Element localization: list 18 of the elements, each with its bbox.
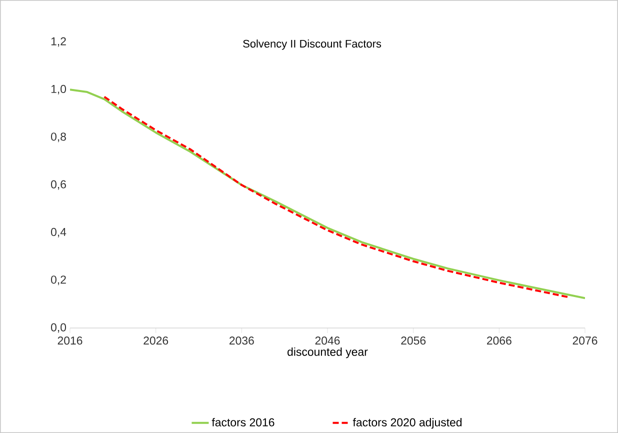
x-tick-label: 2076 [572, 336, 598, 345]
x-tick-label: 2066 [487, 336, 512, 345]
x-tick-label: 2026 [144, 336, 168, 345]
y-tick-label: 0,2 [51, 276, 66, 286]
y-tick-label: 0,0 [51, 323, 66, 333]
x-tick-label: 2046 [315, 336, 340, 345]
x-axis-title: discounted year [288, 347, 368, 358]
y-tick-label: 1,0 [51, 84, 66, 94]
legend-label: factors 2020 adjusted [352, 418, 462, 429]
chart-title: Solvency II Discount Factors [243, 40, 382, 50]
y-tick-label: 0,4 [51, 228, 66, 238]
x-tick-label: 2036 [230, 336, 254, 345]
legend-label: factors 2016 [212, 418, 274, 426]
y-tick-label: 1,2 [51, 37, 66, 47]
x-tick-label: 2056 [401, 336, 426, 345]
y-tick-label: 0,8 [51, 132, 66, 142]
y-tick-label: 0,6 [51, 180, 66, 190]
x-tick-label: 2016 [58, 336, 82, 345]
